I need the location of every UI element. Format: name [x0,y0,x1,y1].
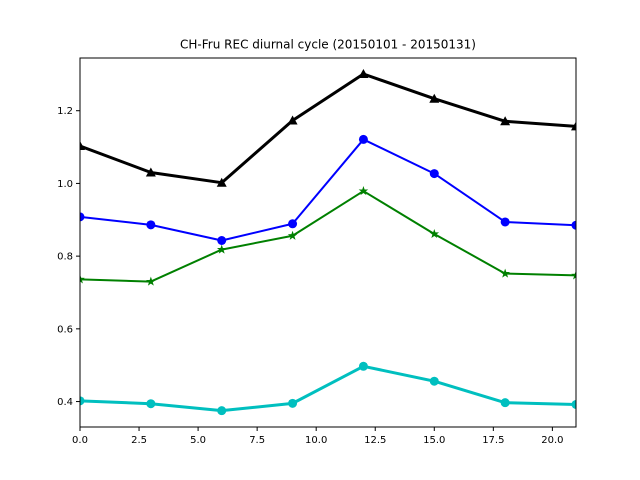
series-3-point-2 [146,276,156,286]
series-1-point-7 [500,116,511,126]
x-tick-label: 10.0 [305,435,327,446]
series-group [80,68,576,416]
x-tick-label: 7.5 [249,435,265,446]
series-4-point-7 [500,398,510,408]
series-4-point-4 [288,398,298,408]
series-3-point-8 [571,270,576,280]
series-1-point-3 [216,177,227,187]
series-line-1 [80,72,576,185]
x-tick-label: 15.0 [423,435,445,446]
x-tick-label: 17.5 [482,435,504,446]
series-2-point-2 [146,220,156,230]
series-3-point-7 [500,268,510,278]
series-2-point-6 [429,169,439,179]
series-1-point-1 [80,140,85,150]
x-tick-label: 2.5 [131,435,147,446]
series-2-point-1 [80,212,85,222]
series-3-point-3 [216,244,227,254]
x-tick-label: 0.0 [72,435,88,446]
y-tick-label: 0.6 [57,324,73,335]
series-2-point-4 [288,219,298,229]
series-4-point-8 [571,399,576,409]
series-4-point-5 [358,361,368,371]
series-line-2 [80,138,576,242]
plot-area: 0.0 2.5 5.0 7.5 10.0 12.5 15.0 17.5 20.0 0.4 0.6 0.… [57,57,577,446]
series-3-point-5 [358,186,369,196]
series-1-point-2 [145,167,156,177]
series-1-point-4 [287,115,298,125]
series-line-4 [80,364,576,413]
series-4-point-6 [429,376,439,386]
series-2-point-8 [571,220,576,230]
x-tick-label: 5.0 [190,435,206,446]
series-4-point-2 [146,399,156,409]
series-4-point-3 [217,406,227,416]
series-line-3 [80,190,576,283]
series-1-point-6 [429,93,440,103]
y-tick-label: 0.4 [57,397,73,408]
series-3-point-4 [287,230,298,240]
series-2-point-3 [217,236,227,246]
series-4-point-1 [80,396,85,406]
y-tick-label: 1.2 [57,106,73,117]
x-tick-label: 20.0 [541,435,563,446]
x-tick-label: 12.5 [364,435,386,446]
y-tick-label: 1.0 [57,179,73,190]
series-2-point-7 [500,217,510,227]
series-3-point-6 [429,228,440,238]
series-1-point-8 [571,121,576,131]
plot-frame [79,57,577,428]
y-tick-label: 0.8 [57,252,73,263]
series-2-point-5 [358,134,368,144]
chart-title: CH-Fru REC diurnal cycle (20150101 - 201… [180,38,476,52]
series-3-point-1 [80,274,85,284]
series-1-point-5 [358,68,369,78]
